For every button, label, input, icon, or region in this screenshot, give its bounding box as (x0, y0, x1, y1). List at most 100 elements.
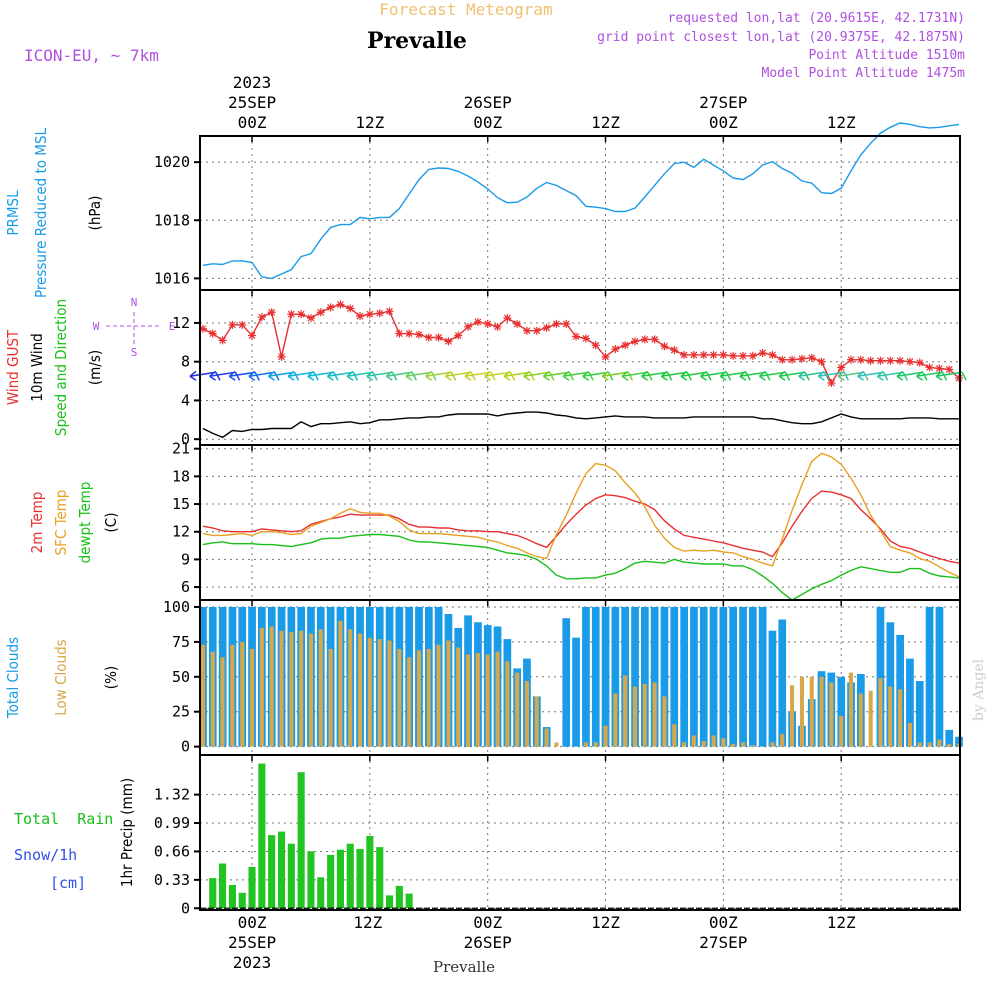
wind-barb (719, 370, 751, 381)
bottom-time-label: 12Z (353, 913, 382, 932)
gust-marker (886, 356, 895, 365)
wind-barb (307, 370, 339, 381)
low-cloud-bar (721, 738, 726, 747)
precip-bar (228, 885, 236, 909)
precip-frame (199, 754, 961, 911)
low-cloud-bar (515, 672, 520, 747)
wind-barb (798, 370, 830, 381)
gust-marker (581, 334, 590, 343)
total-cloud-bar (680, 607, 688, 747)
model-altitude: Model Point Altitude 1475m (762, 66, 966, 81)
low-cloud-bar (848, 672, 853, 747)
precip-bar (278, 831, 286, 909)
total-cloud-bar (925, 607, 934, 747)
low-cloud-bar (917, 742, 922, 747)
gust-marker (827, 379, 836, 387)
panel-label: (hPa) (86, 196, 104, 231)
wind-frame (199, 289, 961, 446)
precip-bar (287, 843, 295, 909)
wind-barb (876, 370, 908, 381)
total-cloud-bar (749, 607, 757, 747)
low-cloud-bar (505, 661, 510, 747)
gust-marker (473, 317, 482, 326)
gust-marker (621, 341, 630, 350)
wind-barb (248, 370, 280, 381)
requested-coords: requested lon,lat (20.9615E, 42.1731N) (668, 11, 965, 26)
bottom-time-label: 00Z (709, 913, 738, 932)
low-cloud-bar (583, 742, 588, 747)
low-cloud-bar (348, 629, 353, 747)
top-time-label: 12Z (591, 113, 620, 132)
panel-label: Total Clouds (4, 637, 22, 719)
wind-barb (621, 370, 653, 381)
wind-barb (405, 370, 437, 381)
wind-barb (503, 370, 535, 381)
low-cloud-bar (397, 648, 402, 747)
chart-title: Prevalle (367, 28, 467, 54)
total-cloud-bar (572, 637, 580, 747)
total-cloud-bar (641, 607, 649, 747)
precip-bar (395, 885, 403, 909)
gust-marker (915, 358, 924, 367)
low-cloud-bar (407, 657, 412, 747)
gust-marker (817, 357, 826, 366)
y-tick-label: 8 (181, 353, 190, 371)
wind-barb (916, 370, 948, 381)
gust-marker (326, 303, 335, 312)
gust-marker (935, 364, 944, 373)
y-tick-label: 0 (181, 430, 190, 448)
low-cloud-bar (308, 633, 313, 747)
gust-marker (572, 332, 581, 341)
low-cloud-bar (770, 742, 775, 747)
low-cloud-bar (230, 644, 235, 747)
precip-bar (268, 835, 276, 909)
gust-marker (375, 309, 384, 318)
panel-label: (%) (102, 666, 120, 689)
y-tick-label: 12 (172, 523, 190, 541)
low-cloud-bar (878, 678, 883, 747)
y-tick-label: 50 (172, 668, 190, 686)
y-tick-label: 0 (181, 899, 190, 917)
low-cloud-bar (446, 640, 451, 747)
precip-bar (238, 892, 246, 909)
low-cloud-bar (240, 641, 245, 747)
gust-marker (257, 313, 266, 322)
low-cloud-bar (829, 682, 834, 747)
wind-barb (700, 370, 732, 381)
precip-bar (405, 893, 413, 909)
gust-marker (424, 333, 433, 342)
gust-marker (768, 350, 777, 359)
gust-marker (876, 356, 885, 365)
precip-panel: 0 0.33 0.66 0.99 1.32 1hr Precip (mm) Total Ra… (14, 754, 961, 917)
total-cloud-bar (945, 729, 954, 747)
gust-marker (650, 335, 659, 344)
gust-marker (660, 342, 669, 351)
panel-label: 10m Wind (28, 333, 46, 402)
wind-barb (778, 370, 810, 381)
precip-bar (317, 877, 325, 909)
y-tick-label: 100 (163, 598, 190, 616)
gust-marker (385, 307, 394, 316)
gust-marker (837, 363, 846, 372)
gust-marker (670, 346, 679, 355)
wind-barb (817, 370, 850, 381)
low-cloud-bar (652, 682, 657, 747)
wind-barb (896, 370, 928, 381)
wind-barb (523, 370, 555, 381)
wind-barb (660, 370, 692, 381)
total-cloud-bar (758, 607, 767, 747)
low-cloud-bar (485, 654, 490, 747)
low-cloud-bar (691, 735, 696, 747)
wind-barb (425, 370, 457, 381)
total-cloud-bar (876, 607, 885, 747)
dewpt-temp-line (202, 533, 960, 601)
low-cloud-bar (416, 650, 421, 747)
gust-marker (611, 345, 620, 354)
y-tick-label: 18 (172, 467, 190, 485)
gust-marker (522, 326, 531, 335)
wind-barb (444, 370, 476, 381)
low-cloud-bar (799, 676, 804, 747)
precip-bar (366, 835, 374, 909)
total-cloud-bar (582, 607, 590, 747)
gust-marker (738, 351, 747, 360)
